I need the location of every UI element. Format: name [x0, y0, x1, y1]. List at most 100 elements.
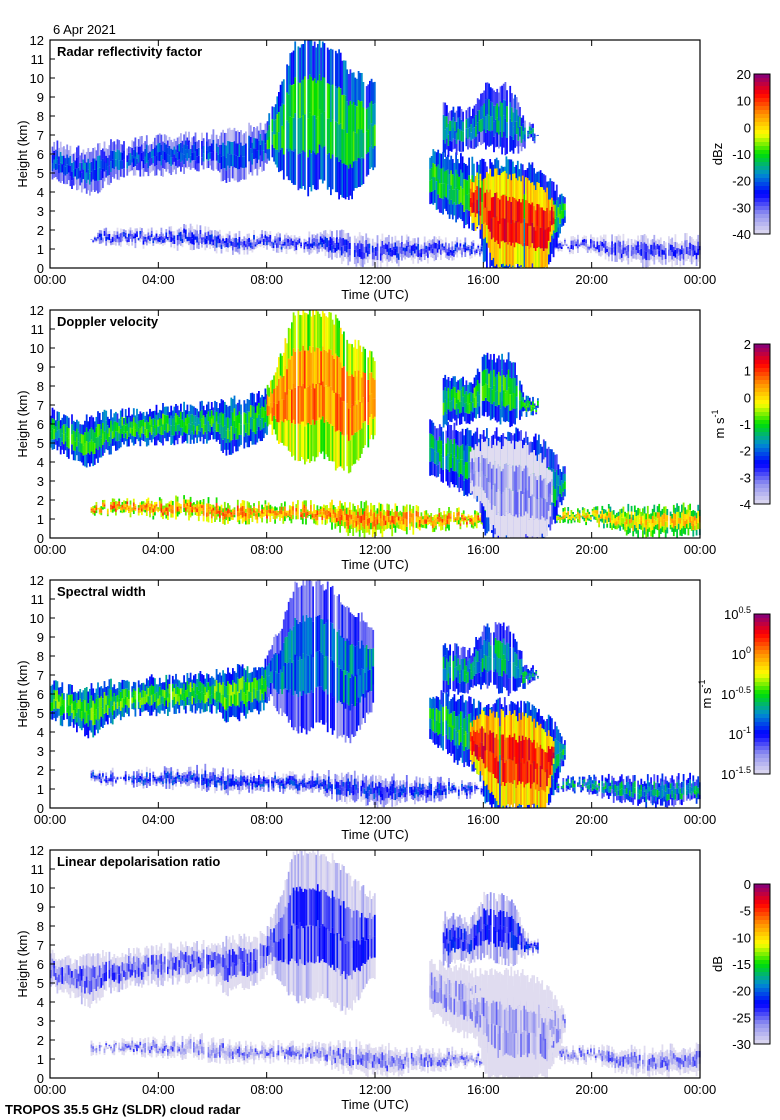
data-cell	[150, 434, 153, 443]
data-cell	[619, 509, 622, 515]
y-tick-label: 1	[37, 242, 44, 257]
data-cell	[126, 504, 129, 508]
data-cell	[580, 241, 583, 244]
data-cell	[85, 172, 88, 184]
data-cell	[430, 420, 433, 435]
data-cell	[457, 511, 460, 516]
data-cell	[344, 251, 346, 257]
data-cell	[428, 243, 431, 247]
data-cell	[220, 512, 223, 516]
data-cell	[352, 527, 355, 536]
data-cell	[222, 426, 224, 440]
data-cell	[559, 515, 561, 518]
data-cell	[581, 516, 584, 520]
data-cell	[480, 132, 482, 146]
data-cell	[79, 433, 82, 443]
data-cell	[376, 519, 379, 525]
data-cell	[129, 421, 132, 428]
data-cell	[336, 53, 339, 88]
data-cell	[181, 238, 184, 243]
data-cell	[637, 235, 639, 242]
data-cell	[176, 405, 179, 416]
data-cell	[137, 414, 140, 421]
data-cell	[349, 69, 352, 101]
data-cell	[312, 115, 314, 151]
data-cell	[565, 515, 568, 517]
data-cell	[98, 167, 101, 180]
data-cell	[342, 515, 345, 522]
data-cell	[186, 499, 189, 503]
data-cell	[319, 509, 322, 512]
data-cell	[397, 524, 400, 529]
data-cell	[139, 502, 142, 505]
data-cell	[212, 507, 215, 511]
data-cell	[284, 245, 286, 250]
data-cell	[466, 246, 468, 249]
data-cell	[333, 324, 336, 359]
data-cell	[359, 429, 362, 458]
data-cell	[254, 128, 257, 139]
data-cell	[206, 235, 208, 240]
data-cell	[150, 237, 153, 241]
data-cell	[593, 237, 596, 241]
data-cell	[204, 424, 207, 432]
data-cell	[118, 236, 121, 240]
data-cell	[119, 510, 122, 513]
data-cell	[191, 512, 194, 516]
data-cell	[656, 512, 659, 519]
data-cell	[669, 511, 672, 516]
data-cell	[240, 245, 242, 248]
data-cell	[430, 434, 433, 448]
data-cell	[184, 234, 187, 239]
data-cell	[481, 223, 483, 246]
data-cell	[171, 234, 174, 238]
data-cell	[487, 173, 490, 193]
data-cell	[53, 159, 56, 169]
data-cell	[488, 99, 490, 116]
data-cell	[74, 152, 77, 161]
data-cell	[369, 103, 371, 125]
data-cell	[282, 154, 285, 180]
data-cell	[371, 521, 374, 530]
data-cell	[290, 235, 293, 239]
data-cell	[196, 242, 198, 249]
data-cell	[123, 424, 125, 432]
data-cell	[311, 513, 314, 516]
data-cell	[438, 244, 441, 250]
data-cell	[100, 170, 103, 181]
data-cell	[158, 151, 161, 162]
data-cell	[331, 252, 333, 260]
data-cell	[603, 247, 605, 253]
data-cell	[470, 518, 473, 522]
data-cell	[170, 509, 173, 514]
data-cell	[671, 244, 674, 253]
data-cell	[681, 241, 683, 246]
data-cell	[449, 130, 451, 141]
data-cell	[620, 513, 623, 518]
data-cell	[470, 521, 473, 525]
data-cell	[139, 437, 142, 447]
data-cell	[313, 115, 316, 153]
data-cell	[261, 129, 263, 141]
y-tick-label: 2	[37, 223, 44, 238]
data-cell	[277, 511, 280, 513]
data-cell	[90, 427, 93, 440]
data-cell	[616, 521, 618, 526]
data-cell	[253, 148, 255, 159]
data-cell	[434, 151, 436, 165]
data-cell	[274, 242, 276, 245]
data-cell	[173, 154, 176, 162]
data-cell	[423, 515, 426, 520]
data-cell	[463, 162, 466, 180]
data-cell	[488, 115, 490, 131]
data-cell	[620, 253, 623, 258]
data-cell	[269, 380, 272, 392]
data-cell	[249, 137, 252, 149]
data-cell	[656, 518, 659, 525]
data-cell	[474, 252, 476, 255]
data-cell	[264, 143, 267, 153]
data-cell	[326, 514, 328, 519]
data-cell	[347, 241, 350, 250]
data-cell	[477, 164, 480, 180]
